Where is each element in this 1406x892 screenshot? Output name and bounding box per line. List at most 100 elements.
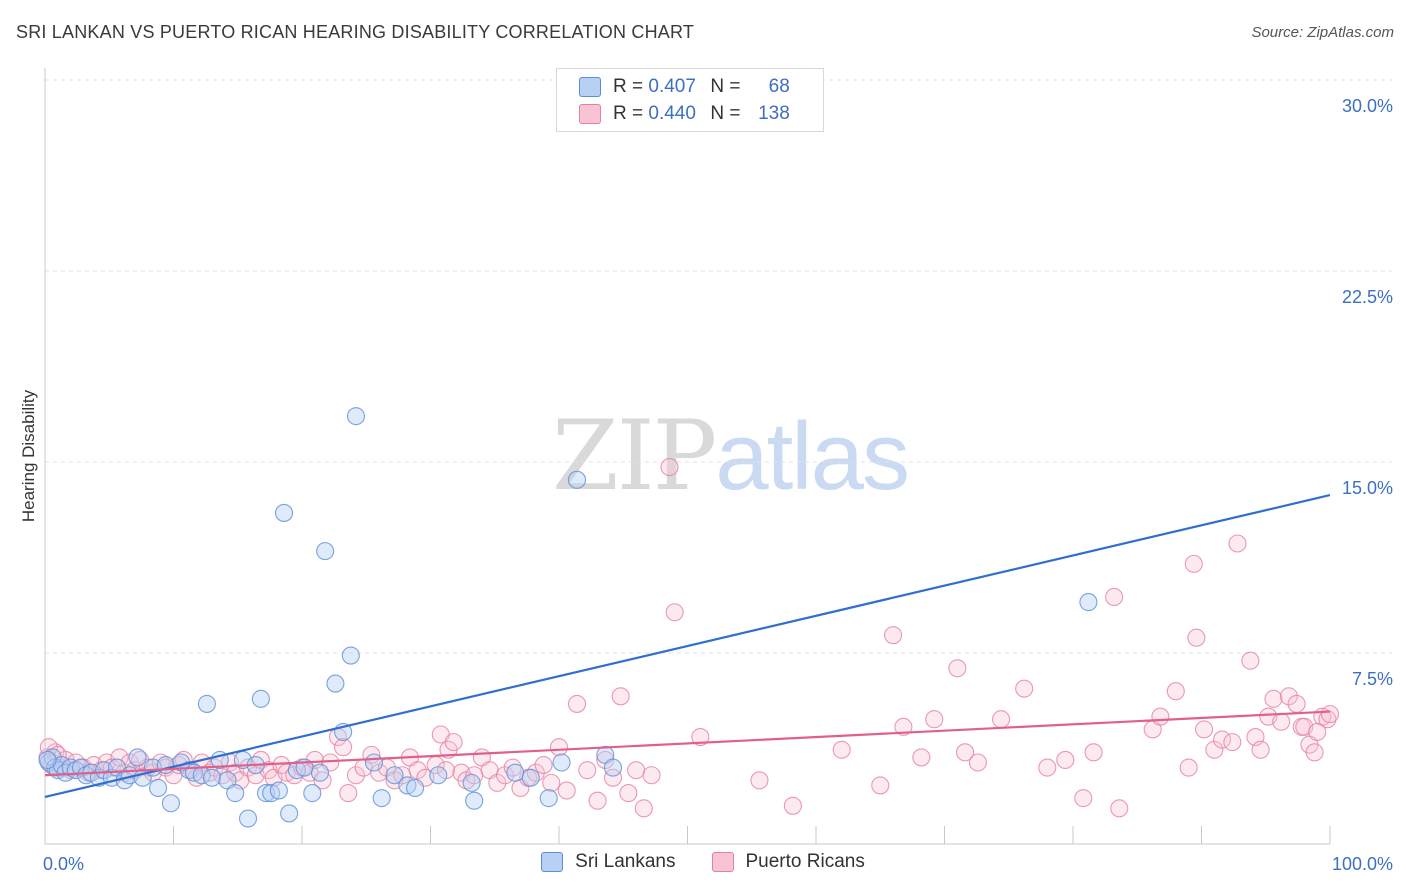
correlation-legend: R = 0.407 N = 68 R = 0.440 N = 138 (556, 68, 824, 132)
puerto-rican-point (1223, 733, 1242, 752)
puerto-rican-point (783, 796, 802, 815)
series-swatch-puerto-ricans (711, 852, 734, 872)
puerto-rican-point (1241, 651, 1260, 670)
sri-lankan-point (149, 778, 168, 798)
puerto-rican-point (444, 733, 463, 752)
puerto-rican-point (642, 766, 661, 785)
series-name-sri-lankans: Sri Lankans (575, 851, 676, 872)
puerto-rican-point (503, 758, 522, 777)
puerto-rican-point (619, 784, 638, 803)
series-legend-puerto-ricans[interactable]: Puerto Ricans (711, 851, 865, 873)
sri-lankan-point (303, 784, 322, 803)
sri-lankan-point (251, 689, 270, 708)
sri-lankan-point (274, 503, 294, 522)
puerto-rican-point (832, 740, 851, 759)
puerto-rican-point (991, 710, 1011, 729)
sri-lankan-point (552, 753, 571, 772)
legend-r-label: R = (613, 103, 644, 124)
sri-lankan-point (226, 784, 245, 803)
puerto-rican-point (665, 603, 684, 622)
puerto-rican-point (1205, 740, 1224, 759)
sri-lankan-point (539, 789, 558, 808)
puerto-rican-point (634, 799, 653, 818)
puerto-rican-point (1074, 789, 1093, 808)
y-tick-label: 15.0% (1342, 478, 1393, 498)
sri-lankan-point (280, 804, 299, 823)
x-tick-label-max: 100.0% (1332, 854, 1393, 874)
puerto-rican-point (495, 766, 515, 785)
sri-lankan-point (603, 758, 623, 777)
puerto-rican-point (1320, 705, 1340, 724)
puerto-rican-point (1184, 554, 1203, 573)
puerto-rican-point (948, 659, 967, 678)
puerto-rican-point (1264, 689, 1283, 708)
legend-r-label: R = (613, 76, 644, 97)
sri-lankan-point (429, 766, 448, 785)
y-tick-label: 7.5% (1352, 669, 1393, 689)
puerto-rican-point (1305, 743, 1324, 762)
axes (44, 68, 1331, 845)
series-legend: Sri Lankans Puerto Ricans (0, 851, 1406, 873)
puerto-rican-point (549, 738, 569, 757)
puerto-rican-point (1308, 722, 1327, 741)
puerto-rican-point (956, 743, 975, 762)
puerto-rican-point (1015, 679, 1034, 698)
puerto-rican-point (925, 710, 944, 729)
sri-lankan-point (364, 753, 384, 772)
sri-lankan-point (385, 766, 404, 785)
puerto-rican-point (1187, 628, 1206, 647)
sri-lankan-point (567, 470, 587, 489)
puerto-rican-point (1228, 534, 1247, 553)
sri-lankan-point (326, 674, 345, 693)
puerto-rican-point (542, 773, 561, 792)
sri-lankan-point (341, 646, 360, 665)
puerto-rican-point (567, 694, 587, 713)
puerto-rican-point (334, 738, 353, 757)
puerto-rican-point (968, 753, 987, 772)
series-legend-sri-lankans[interactable]: Sri Lankans (541, 851, 676, 873)
puerto-rican-point (1056, 750, 1075, 770)
puerto-rican-point (488, 773, 507, 792)
trend-lines (44, 494, 1331, 798)
sri-lankan-point (38, 750, 57, 770)
puerto-rican-point (1166, 682, 1185, 701)
puerto-rican-point (557, 781, 576, 800)
legend-n-value-puerto-ricans: 138 (758, 103, 790, 124)
sri-lankan-trend-line (44, 494, 1331, 798)
sri-lankan-point (1079, 593, 1098, 612)
tick-labels: 7.5% 15.0% 22.5% 30.0% 0.0% 100.0% Hearing Dis… (19, 96, 1393, 874)
puerto-rican-point (346, 766, 366, 785)
puerto-rican-point (871, 776, 890, 795)
sri-lankan-point (128, 748, 147, 767)
legend-n-label: N = (710, 76, 741, 97)
legend-row-sri-lankans: R = 0.407 N = 68 (579, 74, 790, 100)
scatter-points (38, 76, 1340, 828)
sri-lankan-point (406, 778, 425, 798)
puerto-rican-point (750, 771, 769, 790)
y-axis-label: Hearing Disability (19, 389, 38, 522)
puerto-rican-point (627, 761, 646, 780)
sri-lankan-point (269, 781, 288, 800)
puerto-rican-point (1151, 707, 1170, 726)
legend-swatch-sri-lankans (579, 77, 601, 97)
legend-r-value-puerto-ricans: 0.440 (648, 103, 696, 124)
puerto-rican-point (603, 768, 623, 787)
legend-r-value-sri-lankans: 0.407 (648, 76, 696, 97)
puerto-rican-trend-line (44, 710, 1331, 777)
x-tick-label-min: 0.0% (43, 854, 84, 874)
puerto-rican-point (1213, 730, 1232, 749)
puerto-rican-point (611, 687, 630, 706)
series-swatch-sri-lankans (541, 852, 564, 872)
sri-lankan-point (465, 791, 484, 810)
puerto-rican-point (1038, 758, 1057, 777)
legend-n-label: N = (710, 103, 741, 124)
sri-lankan-point (238, 809, 258, 828)
puerto-rican-point (578, 761, 597, 780)
sri-lankan-point (61, 758, 80, 777)
puerto-rican-point (1110, 799, 1129, 818)
puerto-rican-point (534, 756, 553, 775)
puerto-rican-point (1251, 740, 1270, 759)
y-tick-label: 30.0% (1342, 96, 1393, 116)
puerto-rican-point (660, 458, 679, 477)
